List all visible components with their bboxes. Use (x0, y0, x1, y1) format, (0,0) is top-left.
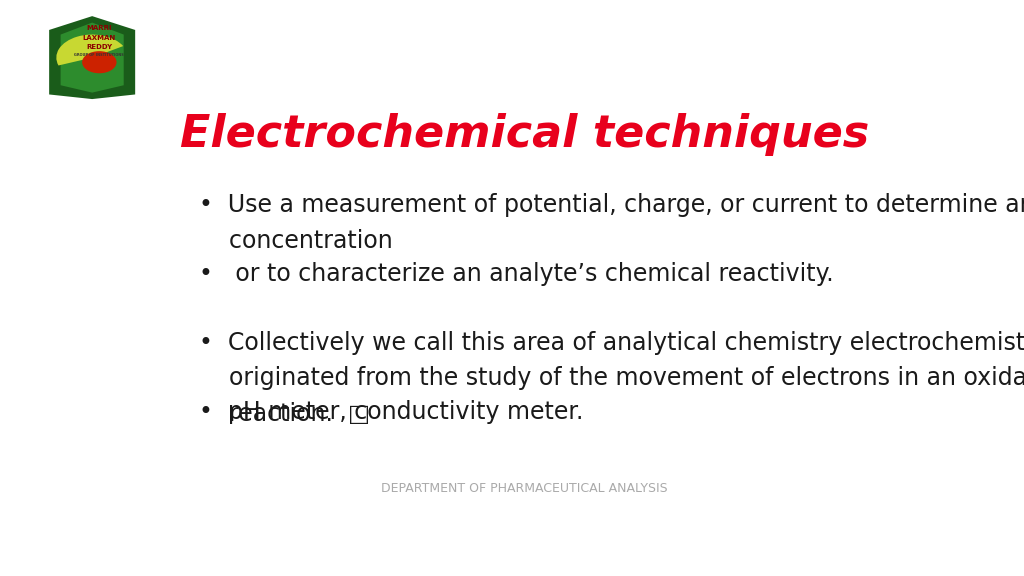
Polygon shape (49, 16, 135, 99)
Text: GROUP OF INSTITUTIONS: GROUP OF INSTITUTIONS (75, 53, 124, 57)
Text: Electrochemical techniques: Electrochemical techniques (180, 113, 869, 157)
Text: DEPARTMENT OF PHARMACEUTICAL ANALYSIS: DEPARTMENT OF PHARMACEUTICAL ANALYSIS (382, 482, 668, 495)
Text: •  Collectively we call this area of analytical chemistry electrochemistry becau: • Collectively we call this area of anal… (200, 331, 1024, 426)
Polygon shape (60, 22, 124, 93)
Text: •  pH meter, conductivity meter.: • pH meter, conductivity meter. (200, 400, 584, 423)
Text: LAXMAN: LAXMAN (83, 35, 116, 40)
Text: MARRI: MARRI (87, 25, 112, 31)
Text: REDDY: REDDY (86, 44, 113, 50)
Wedge shape (56, 35, 123, 66)
Circle shape (82, 51, 117, 73)
Text: •   or to characterize an analyte’s chemical reactivity.: • or to characterize an analyte’s chemic… (200, 262, 835, 286)
Text: •  Use a measurement of potential, charge, or current to determine an analyte’s
: • Use a measurement of potential, charge… (200, 194, 1024, 253)
